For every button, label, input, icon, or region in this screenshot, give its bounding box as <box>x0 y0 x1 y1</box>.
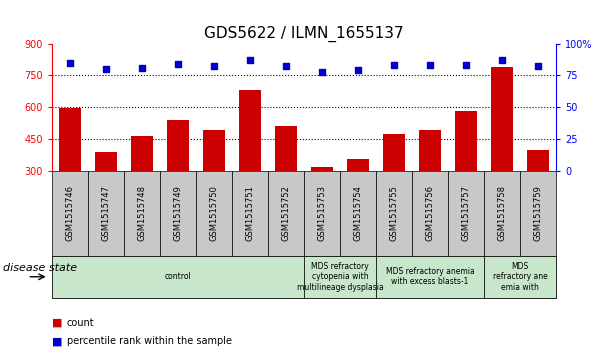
Bar <box>88 171 124 256</box>
Bar <box>376 256 484 298</box>
Point <box>389 62 399 68</box>
Point <box>281 64 291 69</box>
Bar <box>484 171 520 256</box>
Bar <box>232 171 268 256</box>
Bar <box>275 126 297 171</box>
Bar <box>160 171 196 256</box>
Text: GSM1515759: GSM1515759 <box>534 185 543 241</box>
Bar <box>455 111 477 171</box>
Text: percentile rank within the sample: percentile rank within the sample <box>67 336 232 346</box>
Text: MDS refractory
cytopenia with
multilineage dysplasia: MDS refractory cytopenia with multilinea… <box>297 262 384 292</box>
Bar <box>340 171 376 256</box>
Bar <box>52 256 304 298</box>
Point <box>245 57 255 63</box>
Bar <box>528 151 549 171</box>
Text: GSM1515749: GSM1515749 <box>173 185 182 241</box>
Point <box>137 65 147 70</box>
Bar <box>520 171 556 256</box>
Bar <box>52 171 88 256</box>
Text: GSM1515754: GSM1515754 <box>354 185 362 241</box>
Text: control: control <box>165 272 191 281</box>
Bar <box>196 171 232 256</box>
Bar <box>491 67 513 171</box>
Bar <box>412 171 448 256</box>
Text: ■: ■ <box>52 336 62 346</box>
Bar <box>268 171 304 256</box>
Text: GSM1515750: GSM1515750 <box>209 185 218 241</box>
Title: GDS5622 / ILMN_1655137: GDS5622 / ILMN_1655137 <box>204 26 404 42</box>
Text: GSM1515748: GSM1515748 <box>137 185 147 241</box>
Bar <box>448 171 484 256</box>
Text: GSM1515758: GSM1515758 <box>498 185 506 241</box>
Bar <box>484 256 556 298</box>
Text: GSM1515757: GSM1515757 <box>461 185 471 241</box>
Point <box>426 62 435 68</box>
Text: MDS
refractory ane
emia with: MDS refractory ane emia with <box>493 262 548 292</box>
Text: GSM1515746: GSM1515746 <box>65 185 74 241</box>
Point <box>497 57 507 63</box>
Text: GSM1515753: GSM1515753 <box>317 185 326 241</box>
Text: GSM1515752: GSM1515752 <box>282 185 291 241</box>
Text: disease state: disease state <box>3 263 77 273</box>
Text: GSM1515751: GSM1515751 <box>246 185 254 241</box>
Point <box>65 60 75 65</box>
Bar <box>167 120 188 171</box>
Point <box>101 66 111 72</box>
Text: count: count <box>67 318 94 328</box>
Bar <box>311 167 333 171</box>
Bar <box>304 171 340 256</box>
Point <box>353 68 363 73</box>
Bar <box>131 136 153 171</box>
Text: GSM1515756: GSM1515756 <box>426 185 435 241</box>
Bar <box>347 159 369 171</box>
Text: ■: ■ <box>52 318 62 328</box>
Bar <box>304 256 376 298</box>
Bar <box>420 130 441 171</box>
Text: GSM1515747: GSM1515747 <box>102 185 110 241</box>
Point <box>461 62 471 68</box>
Text: GSM1515755: GSM1515755 <box>390 185 399 241</box>
Point <box>173 61 183 67</box>
Point <box>209 64 219 69</box>
Bar <box>383 134 405 171</box>
Text: MDS refractory anemia
with excess blasts-1: MDS refractory anemia with excess blasts… <box>386 267 474 286</box>
Bar <box>203 130 225 171</box>
Bar <box>95 152 117 171</box>
Point <box>533 64 543 69</box>
Bar <box>59 108 80 171</box>
Bar <box>124 171 160 256</box>
Bar <box>376 171 412 256</box>
Point <box>317 69 327 74</box>
Bar <box>239 90 261 171</box>
